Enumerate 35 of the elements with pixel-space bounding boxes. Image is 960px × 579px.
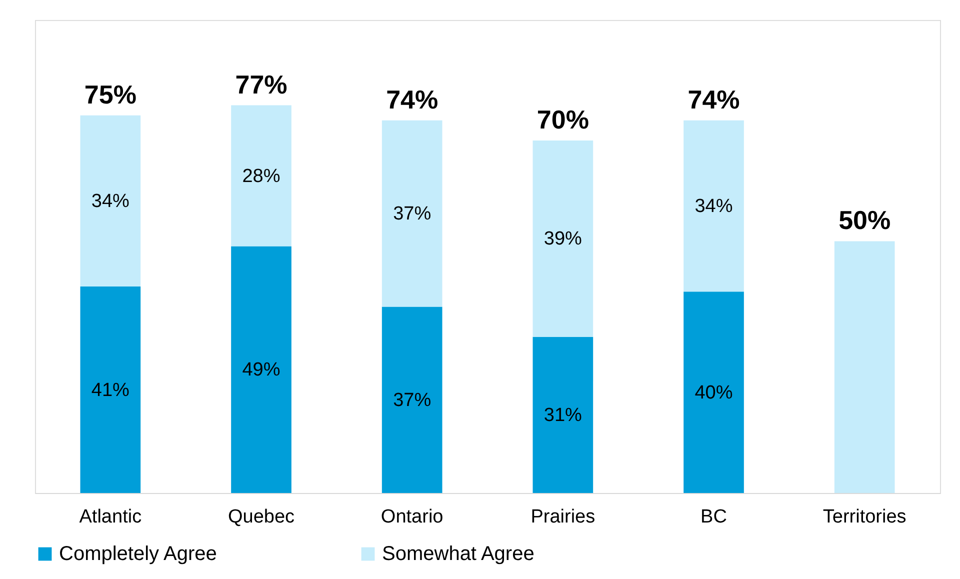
data-label: 34% <box>694 196 733 217</box>
data-label: 37% <box>393 390 432 411</box>
x-tick-label: Ontario <box>380 506 444 528</box>
total-label: 77% <box>235 69 288 100</box>
x-tick-label: BC <box>700 506 727 528</box>
x-tick-label: Atlantic <box>79 506 142 528</box>
x-tick-label: Quebec <box>228 506 295 528</box>
bar <box>532 140 594 337</box>
data-label: 39% <box>544 228 582 250</box>
data-label: 31% <box>544 404 582 426</box>
total-label: 50% <box>838 205 891 236</box>
bar <box>382 306 442 493</box>
bar <box>834 241 895 493</box>
x-tick-label: Prairies <box>530 506 596 528</box>
data-label: 28% <box>242 166 280 187</box>
bar <box>684 292 744 493</box>
data-label: 40% <box>694 382 733 404</box>
bar <box>382 120 442 307</box>
bar <box>532 336 594 493</box>
total-label: 74% <box>386 84 438 114</box>
bar <box>231 246 292 493</box>
total-label: 75% <box>84 79 136 110</box>
data-label: 34% <box>91 190 130 212</box>
bar <box>231 105 292 246</box>
data-label: 37% <box>393 204 432 225</box>
x-tick-label: Territories <box>822 506 906 528</box>
bar <box>80 286 141 493</box>
data-label: 41% <box>91 380 130 401</box>
bar <box>684 120 744 292</box>
data-label: 49% <box>242 360 280 381</box>
total-label: 70% <box>536 104 589 135</box>
legend-label: Completely Agree <box>59 543 217 565</box>
legend-label: Somewhat Agree <box>382 543 534 565</box>
total-label: 74% <box>688 84 740 114</box>
bar <box>80 115 141 287</box>
